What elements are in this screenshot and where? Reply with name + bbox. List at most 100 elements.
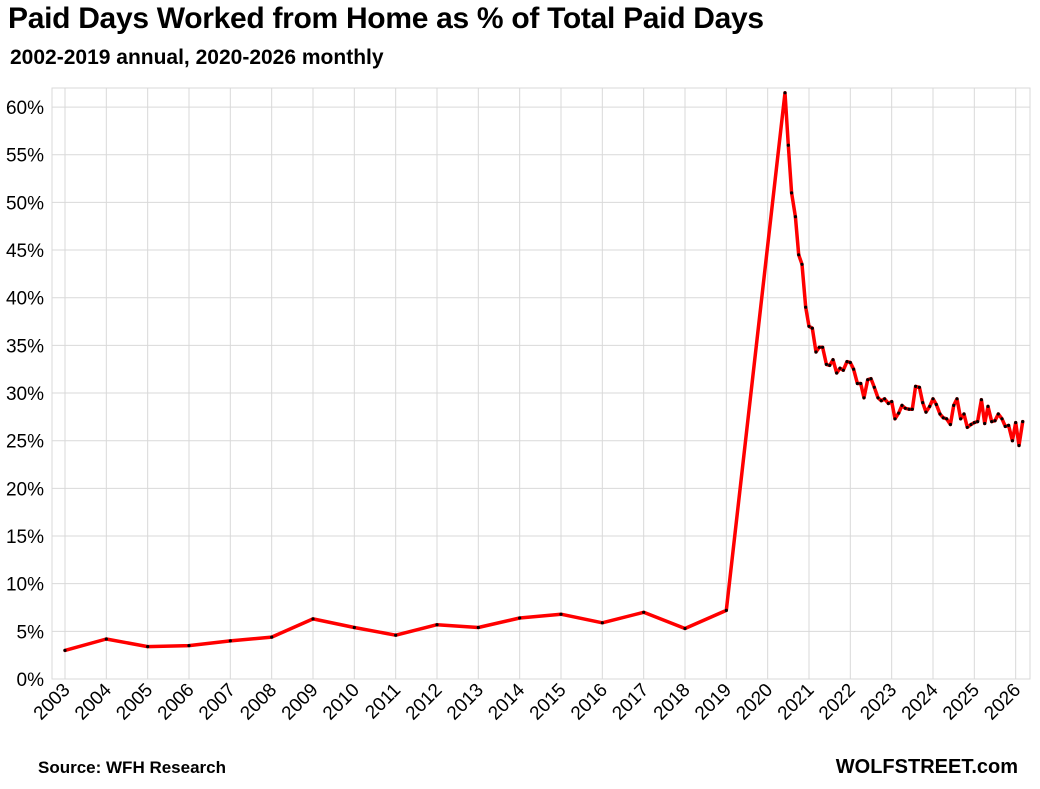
data-point (924, 410, 928, 414)
y-tick-label: 40% (6, 289, 44, 310)
y-tick-label: 50% (6, 193, 44, 214)
data-point (917, 385, 922, 389)
data-point (1010, 439, 1015, 443)
data-point (910, 407, 914, 411)
source-note: Source: WFH Research (38, 758, 226, 777)
data-point (104, 637, 108, 641)
data-point (821, 345, 825, 349)
chart-subtitle: 2002-2019 annual, 2020-2026 monthly (10, 46, 384, 69)
data-point (972, 421, 976, 425)
data-point (559, 612, 563, 616)
y-tick-label: 35% (6, 336, 44, 357)
y-tick-label: 30% (6, 384, 44, 405)
data-point (928, 404, 932, 408)
data-point (311, 617, 315, 621)
data-point (838, 366, 842, 370)
data-point (900, 403, 904, 407)
x-tick-label: 2016 (567, 680, 612, 725)
data-point (934, 402, 938, 407)
data-point (804, 305, 808, 309)
data-point (965, 425, 969, 429)
data-point (435, 623, 439, 627)
chart-title: Paid Days Worked from Home as % of Total… (8, 2, 764, 35)
brand-label: WOLFSTREET.com (835, 756, 1018, 778)
data-point (914, 384, 918, 388)
x-tick-label: 2006 (154, 680, 199, 725)
data-point (793, 215, 798, 219)
data-point (1007, 423, 1011, 427)
data-point (931, 397, 935, 401)
x-tick-label: 2019 (691, 680, 736, 725)
x-tick-label: 2023 (856, 680, 901, 725)
x-tick-label: 2021 (774, 680, 819, 725)
x-tick-label: 2009 (278, 680, 323, 725)
data-point (976, 420, 980, 424)
data-point (990, 420, 994, 424)
data-point (394, 633, 398, 637)
data-point (883, 397, 887, 401)
y-axis-ticks: 0% 5% 10% 15% 20% 25% 30% 35% 40% 45% 50% 55% 60% (6, 98, 44, 691)
y-tick-label: 0% (17, 670, 45, 691)
x-axis-ticks: 2003200420052006200720082009201020112012… (30, 679, 1025, 724)
data-point (855, 381, 860, 386)
data-point (886, 401, 891, 406)
data-point (879, 399, 883, 403)
data-point (1014, 421, 1018, 425)
data-point (518, 616, 522, 620)
data-point (797, 253, 801, 257)
x-tick-label: 2017 (608, 680, 653, 725)
x-tick-label: 2018 (650, 680, 695, 725)
data-point (986, 404, 990, 408)
data-point (866, 378, 870, 382)
data-point (1021, 420, 1025, 424)
data-point (983, 421, 987, 426)
data-point (969, 422, 973, 427)
data-point (996, 412, 1000, 416)
data-point (814, 350, 818, 354)
y-tick-label: 55% (6, 146, 44, 167)
data-point (872, 385, 876, 389)
data-point (724, 608, 728, 613)
x-tick-label: 2014 (484, 679, 529, 724)
x-tick-label: 2025 (939, 680, 984, 725)
data-point (790, 191, 794, 195)
series-line (63, 91, 1025, 653)
data-point (783, 91, 787, 95)
data-point (897, 411, 901, 415)
y-tick-label: 60% (6, 98, 44, 119)
data-point (1017, 443, 1021, 448)
data-point (979, 398, 984, 402)
x-tick-label: 2005 (112, 680, 157, 725)
data-point (859, 381, 863, 386)
x-tick-label: 2008 (236, 680, 281, 725)
x-tick-label: 2012 (402, 680, 447, 725)
data-point (270, 635, 274, 639)
y-tick-label: 5% (17, 622, 45, 643)
x-tick-label: 2020 (732, 680, 777, 725)
x-tick-label: 2010 (319, 680, 364, 725)
data-point (810, 326, 814, 330)
x-tick-label: 2007 (195, 680, 240, 725)
data-point (952, 403, 956, 407)
data-point (959, 417, 963, 421)
y-tick-label: 25% (6, 432, 44, 453)
data-point (941, 416, 945, 420)
data-point (948, 422, 953, 427)
data-point (993, 419, 997, 423)
data-point (228, 639, 232, 643)
data-point (683, 626, 687, 631)
data-point (600, 621, 604, 625)
data-point (890, 400, 894, 404)
data-point (187, 644, 191, 648)
data-point (862, 396, 866, 400)
data-point (476, 625, 480, 630)
x-tick-label: 2024 (898, 679, 943, 724)
data-point (869, 377, 873, 381)
data-point (817, 345, 821, 349)
data-point (835, 371, 839, 375)
data-point (903, 406, 907, 410)
y-tick-label: 45% (6, 241, 44, 262)
data-point (845, 360, 849, 364)
x-tick-label: 2015 (526, 680, 571, 725)
